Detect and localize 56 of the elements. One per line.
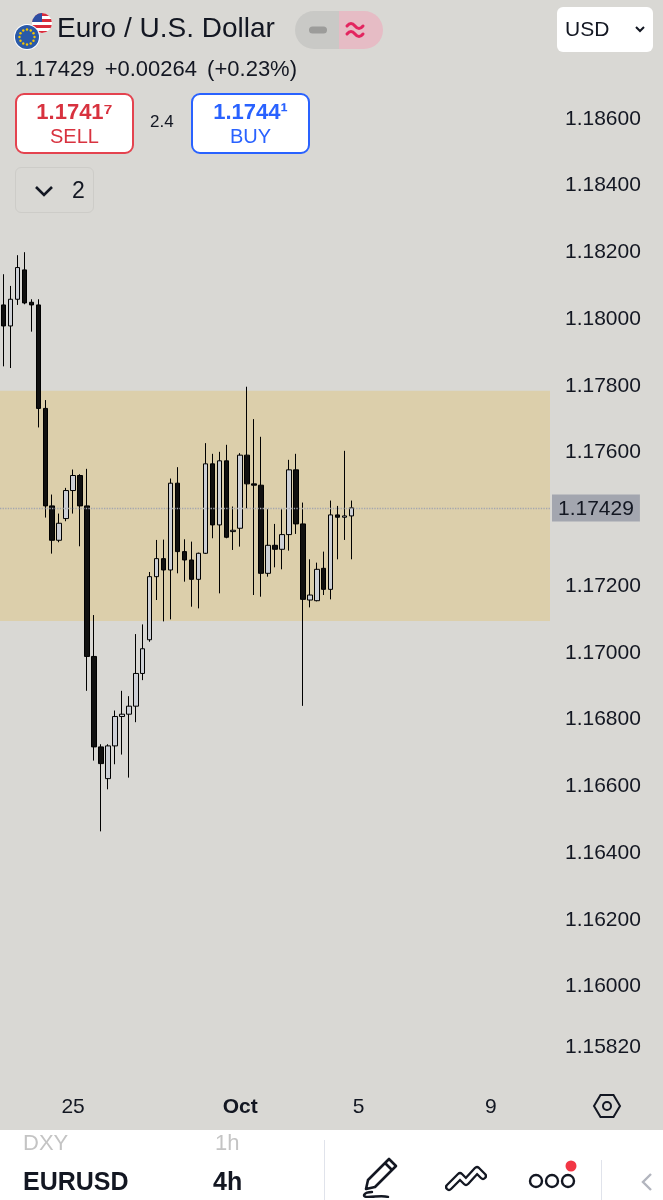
candlestick	[1, 273, 6, 367]
x-tick-label: 25	[61, 1094, 85, 1117]
candlestick	[189, 541, 194, 608]
candlestick	[342, 450, 347, 541]
candlestick	[161, 539, 166, 622]
candlestick	[328, 500, 333, 600]
y-tick-label: 1.17200	[565, 572, 641, 596]
annotation: BUY	[228, 124, 273, 148]
candlestick	[217, 451, 222, 594]
annotation: 2	[72, 177, 85, 203]
buy-button: 1.1744¹ BUY	[191, 93, 310, 154]
candlestick	[196, 552, 201, 609]
candlestick	[15, 254, 20, 306]
candlestick	[36, 298, 41, 428]
y-tick-label: 1.15820	[565, 1033, 641, 1057]
collapse-button: 2	[15, 167, 94, 213]
candlestick	[29, 298, 34, 333]
candlestick	[182, 538, 187, 583]
candlestick	[349, 500, 354, 560]
y-tick-label: 1.18400	[565, 172, 641, 196]
y-tick-label: 1.17800	[565, 372, 641, 396]
candlestick	[210, 453, 215, 539]
annotation: 1.1741⁷	[35, 99, 114, 124]
candlestick	[175, 466, 180, 574]
x-tick-label: 5	[352, 1094, 365, 1117]
chart-subtitle: 1.17429 +0.00264 (+0.23%)	[15, 56, 298, 82]
y-tick-label: 1.18600	[565, 105, 641, 129]
x-tick-label: Oct	[222, 1094, 258, 1117]
text: DXY	[23, 1130, 69, 1155]
candlestick	[22, 251, 27, 305]
y-tick-label: 1.18200	[565, 239, 641, 263]
ref-line-label: 1.17429	[558, 496, 634, 520]
text: 4h	[213, 1167, 243, 1195]
annotation: 2.4	[150, 112, 174, 132]
annotation: SELL	[49, 124, 100, 148]
candlestick	[168, 478, 173, 620]
y-tick-label: 1.16400	[565, 839, 641, 863]
candlestick	[8, 285, 13, 369]
candlestick	[154, 539, 159, 601]
x-tick-label: 9	[484, 1094, 497, 1117]
candlestick	[335, 505, 340, 560]
y-tick-label: 1.16200	[565, 906, 641, 930]
y-tick-label: 1.17000	[565, 639, 641, 663]
y-tick-label: 1.16600	[565, 773, 641, 797]
y-tick-label: 1.17600	[565, 439, 641, 463]
y-tick-label: 1.16000	[565, 973, 641, 997]
text: EURUSD	[23, 1167, 129, 1195]
chart-title: Euro / U.S. Dollar	[57, 11, 275, 45]
y-tick-label: 1.16800	[565, 706, 641, 730]
text: 1h	[215, 1130, 240, 1155]
dropdown: USD	[557, 7, 653, 52]
sell-button: 1.1741⁷ SELL	[15, 93, 134, 154]
candlestick	[147, 571, 152, 643]
annotation: 1.1744¹	[212, 99, 289, 124]
y-tick-label: 1.18000	[565, 305, 641, 329]
candlestick	[203, 442, 208, 555]
